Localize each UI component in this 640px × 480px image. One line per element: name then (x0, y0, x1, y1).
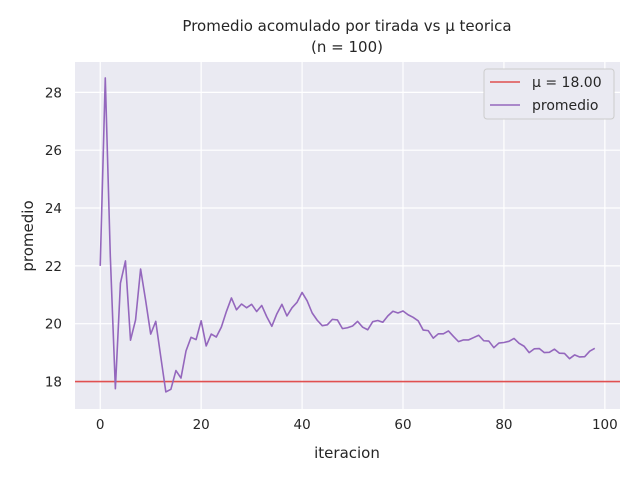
x-tick-label: 40 (293, 417, 310, 433)
x-axis-label: iteracion (314, 444, 380, 462)
y-tick-label: 28 (45, 85, 62, 101)
promedio-series-line (99, 77, 596, 393)
tick-labels: 0 20 40 60 80 100 18 20 22 24 26 28 (45, 85, 618, 433)
y-tick-label: 22 (45, 259, 62, 275)
x-tick-label: 100 (592, 417, 618, 433)
x-tick-label: 20 (193, 417, 210, 433)
legend-series-label: promedio (532, 98, 599, 114)
x-tick-label: 60 (394, 417, 411, 433)
plot-background (75, 62, 620, 409)
y-tick-label: 24 (45, 201, 62, 217)
x-tick-label: 80 (495, 417, 512, 433)
y-axis-label: promedio (19, 200, 37, 271)
legend-hline-label: μ = 18.00 (532, 75, 602, 91)
chart-subtitle: (n = 100) (311, 38, 383, 56)
y-tick-label: 18 (45, 375, 62, 391)
data-lines (75, 77, 620, 393)
legend: μ = 18.00 promedio (483, 68, 615, 120)
y-tick-label: 20 (45, 317, 62, 333)
chart-title: Promedio acomulado por tirada vs μ teori… (182, 17, 511, 35)
y-tick-label: 26 (45, 143, 62, 159)
grid (75, 62, 620, 409)
x-tick-label: 0 (96, 417, 105, 433)
